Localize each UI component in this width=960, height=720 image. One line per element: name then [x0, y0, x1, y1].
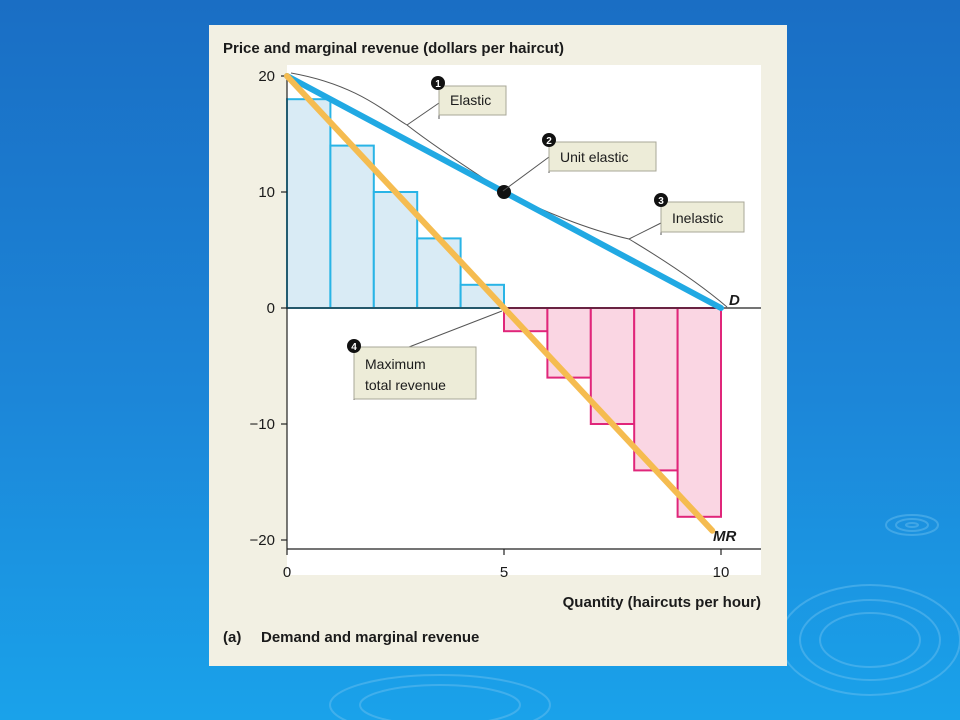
caption-letter: (a): [223, 629, 241, 646]
x-ticks: 0 5 10: [283, 549, 730, 581]
chart-title: Price and marginal revenue (dollars per …: [223, 40, 564, 57]
y-tick-label: 10: [258, 184, 275, 201]
x-axis-label: Quantity (haircuts per hour): [563, 594, 761, 611]
callout-elastic-number-badge: [431, 76, 445, 90]
y-tick-label: 0: [267, 300, 275, 317]
marginal-revenue-line: [284, 73, 716, 534]
callout-max-revenue-number-badge: [347, 339, 361, 353]
y-tick-label: 20: [258, 68, 275, 85]
callout-unit-elastic-box: [548, 141, 657, 172]
y-tick-label: −20: [250, 532, 275, 549]
callout-elastic-number: 1: [435, 79, 441, 90]
x-tick-label: 5: [500, 564, 508, 581]
callout-max-revenue-text-line1: Maximum: [365, 356, 426, 372]
callout-max-revenue-number: 4: [351, 342, 357, 353]
mr-bar-10: [676, 307, 723, 518]
callout-inelastic-number-badge: [654, 193, 668, 207]
mr-line-label: MR: [713, 528, 736, 545]
callout-max-revenue-text-line2: total revenue: [365, 377, 446, 393]
callout-unit-elastic-text: Unit elastic: [560, 149, 628, 165]
mr-bar-7: [546, 307, 592, 379]
callout-elastic-leader: [406, 102, 440, 126]
x-tick-label: 0: [283, 564, 291, 581]
mr-bar-2: [329, 144, 375, 309]
mr-bar-9: [633, 307, 679, 472]
mr-bar-4: [416, 237, 462, 309]
callout-unit-elastic-leader: [502, 156, 550, 192]
marginal-revenue-bars: [286, 98, 723, 518]
unit-elastic-point: [497, 185, 511, 199]
y-ticks: 20 10 0 −10 −20: [250, 68, 287, 549]
callout-inelastic-box: [660, 201, 745, 233]
callout-max-revenue-leader: [408, 310, 503, 348]
callout-inelastic-number: 3: [658, 196, 664, 207]
y-tick-label: −10: [250, 416, 275, 433]
mr-bar-1: [286, 98, 332, 309]
chart-panel: Price and marginal revenue (dollars per …: [209, 25, 787, 666]
callout-max-revenue-box: [353, 346, 477, 400]
callout-unit-elastic-number: 2: [546, 136, 552, 147]
x-tick-label: 10: [713, 564, 730, 581]
callout-inelastic-leader: [628, 222, 662, 240]
callout-inelastic-text: Inelastic: [672, 210, 723, 226]
caption: Demand and marginal revenue: [261, 629, 479, 646]
chart: Price and marginal revenue (dollars per …: [223, 40, 761, 646]
callout-elastic-text: Elastic: [450, 92, 491, 108]
callout-elastic-box: [438, 85, 507, 116]
demand-line-label: D: [729, 292, 740, 309]
callout-unit-elastic-number-badge: [542, 133, 556, 147]
